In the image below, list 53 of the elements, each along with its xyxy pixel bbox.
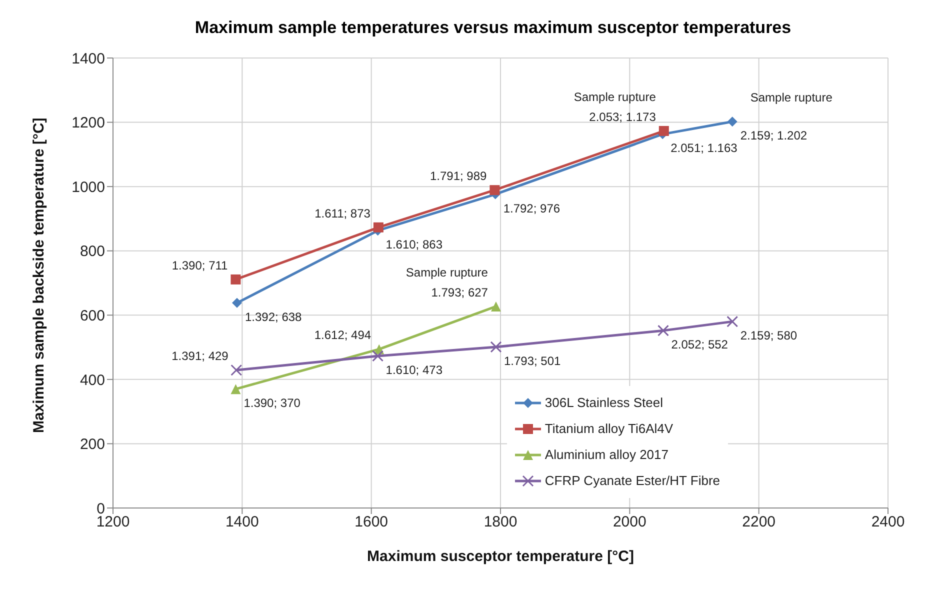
data-label: 1.390; 370 — [244, 396, 301, 410]
x-tick-label: 2200 — [742, 514, 776, 531]
annotation: Sample rupture — [406, 265, 488, 280]
data-label: 1.791; 989 — [430, 169, 488, 184]
data-label: 2.053; 1.173 — [589, 110, 656, 124]
data-label: 1.792; 976 — [503, 201, 560, 216]
y-tick-label: 400 — [80, 372, 105, 389]
data-label: 1.612; 494 — [314, 328, 372, 342]
legend-label: 306L Stainless Steel — [544, 394, 663, 412]
y-tick-label: 600 — [80, 307, 105, 324]
point — [490, 185, 500, 196]
y-tick-label: 1400 — [72, 50, 105, 68]
x-axis-title: Maximum susceptor temperature [°C] — [367, 548, 634, 565]
data-label: 1.610; 473 — [386, 362, 443, 377]
data-label: 2.159; 1.202 — [740, 128, 808, 143]
chart-title: Maximum sample temperatures versus maximum susceptor temperatures — [194, 18, 792, 38]
point — [727, 116, 738, 127]
data-label: 2.052; 552 — [671, 338, 728, 352]
data-label: 2.159; 580 — [740, 328, 798, 343]
point — [230, 384, 241, 394]
data-label: 1.610; 863 — [386, 238, 443, 252]
y-tick-label: 200 — [80, 436, 105, 454]
data-label: 1.793; 501 — [504, 354, 562, 368]
point — [658, 324, 669, 336]
point — [373, 222, 384, 232]
x-tick-label: 1600 — [354, 514, 388, 531]
point — [490, 301, 501, 312]
data-label: 1.392; 638 — [245, 310, 302, 324]
y-tick-label: 1200 — [72, 114, 105, 132]
data-label: 1.390; 711 — [172, 258, 228, 272]
point — [372, 350, 384, 362]
point — [232, 298, 242, 308]
data-label: 1.391; 429 — [172, 349, 229, 364]
y-axis-title: Maximum sample backside temperature [°C] — [30, 118, 48, 433]
x-tick-label: 2400 — [871, 514, 905, 531]
annotation: Sample rupture — [574, 90, 656, 104]
legend-label: Titanium alloy Ti6Al4V — [544, 420, 674, 438]
point — [658, 126, 669, 136]
point — [230, 364, 242, 376]
x-tick-label: 1800 — [484, 514, 518, 531]
y-tick-label: 1000 — [72, 178, 105, 196]
x-tick-label: 2000 — [612, 514, 646, 531]
annotation: Sample rupture — [750, 90, 833, 105]
point — [230, 274, 241, 284]
point — [726, 316, 738, 328]
point — [490, 341, 502, 353]
y-tick-label: 800 — [80, 243, 105, 260]
data-label: 1.611; 873 — [314, 206, 371, 220]
legend-label: CFRP Cyanate Ester/HT Fibre — [544, 472, 720, 490]
data-label: 1.793; 627 — [431, 285, 488, 300]
legend-label: Aluminium alloy 2017 — [544, 446, 668, 464]
x-tick-label: 1400 — [225, 514, 259, 531]
data-label: 2.051; 1.163 — [670, 141, 738, 156]
